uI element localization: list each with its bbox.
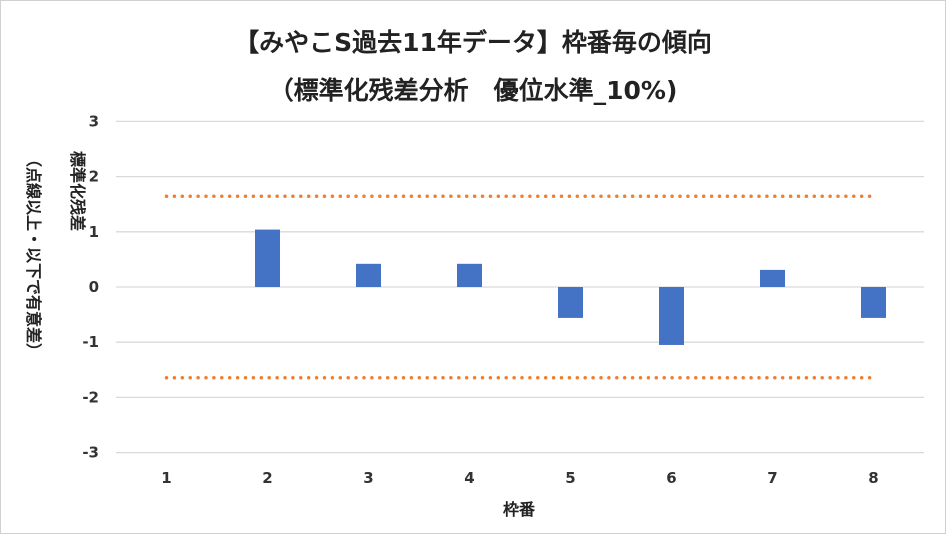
y-axis-title: 標準化残差 [68,151,87,232]
bar [356,263,381,287]
x-tick-label: 1 [161,469,171,487]
bar [861,287,886,318]
y-tick-label: 1 [89,223,99,241]
x-axis-label: 枠番 [502,500,535,519]
x-tick-label: 4 [464,469,474,487]
y-tick-label: 2 [89,168,99,186]
x-tick-label: 3 [363,469,373,487]
bar [457,263,482,287]
x-tick-label: 5 [565,469,575,487]
y-tick-label: 0 [89,278,99,296]
x-tick-label: 2 [262,469,272,487]
y-tick-label: -2 [82,388,99,406]
bar [659,287,684,345]
y-axis-note: （点線以上・以下で有意差） [24,151,43,360]
bar [558,287,583,318]
chart-subtitle: （標準化残差分析 優位水準_10%) [268,76,678,105]
bar [760,269,785,287]
y-tick-label: -1 [82,333,99,351]
x-tick-label: 8 [868,469,878,487]
y-tick-label: -3 [82,444,99,462]
y-tick-label: 3 [89,112,99,130]
y-axis-label: 標準化残差 （点線以上・以下で有意差） [11,151,99,411]
x-tick-label: 6 [666,469,676,487]
x-tick-label: 7 [767,469,777,487]
bar [255,229,280,287]
chart-title: 【みやこS過去11年データ】枠番毎の傾向 [234,28,712,57]
